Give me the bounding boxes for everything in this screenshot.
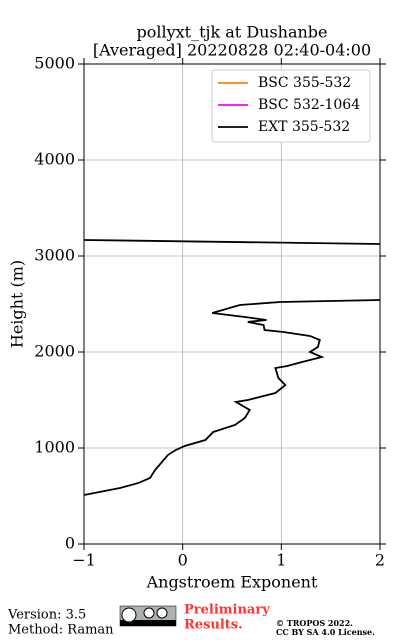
y-tick-label: 2000 (34, 342, 75, 361)
y-tick-label: 4000 (34, 150, 75, 169)
plot-area (84, 239, 380, 496)
notice: Results. (184, 618, 243, 633)
license: CC BY SA 4.0 License. (276, 627, 375, 637)
profile-line (84, 239, 380, 496)
chart-title: pollyxt_tjk at Dushanbe (136, 23, 327, 42)
version: Version: 3.5 (7, 608, 86, 623)
chart-title: [Averaged] 20220828 02:40-04:00 (93, 41, 371, 60)
y-tick-label: 3000 (34, 246, 75, 265)
x-tick-label: 2 (375, 551, 385, 570)
legend-label: EXT 355-532 (258, 119, 350, 135)
y-tick-label: 5000 (34, 54, 75, 73)
cc-badge (119, 605, 177, 627)
y-tick-label: 1000 (34, 438, 75, 457)
y-tick-label: 0 (65, 534, 75, 553)
plot-frame (83, 63, 381, 545)
y-axis-label: Height (m) (8, 260, 27, 348)
legend-label: BSC 355-532 (258, 75, 351, 91)
x-axis-label: Angstroem Exponent (146, 573, 318, 592)
x-tick-label: 1 (276, 551, 286, 570)
x-tick-label: 0 (178, 551, 188, 570)
legend-label: BSC 532-1064 (258, 97, 360, 113)
x-tick-label: −1 (72, 551, 96, 570)
legend-box (211, 69, 371, 143)
license: © TROPOS 2022. (276, 618, 353, 628)
notice: Preliminary (184, 603, 270, 618)
method: Method: Raman (8, 623, 114, 638)
